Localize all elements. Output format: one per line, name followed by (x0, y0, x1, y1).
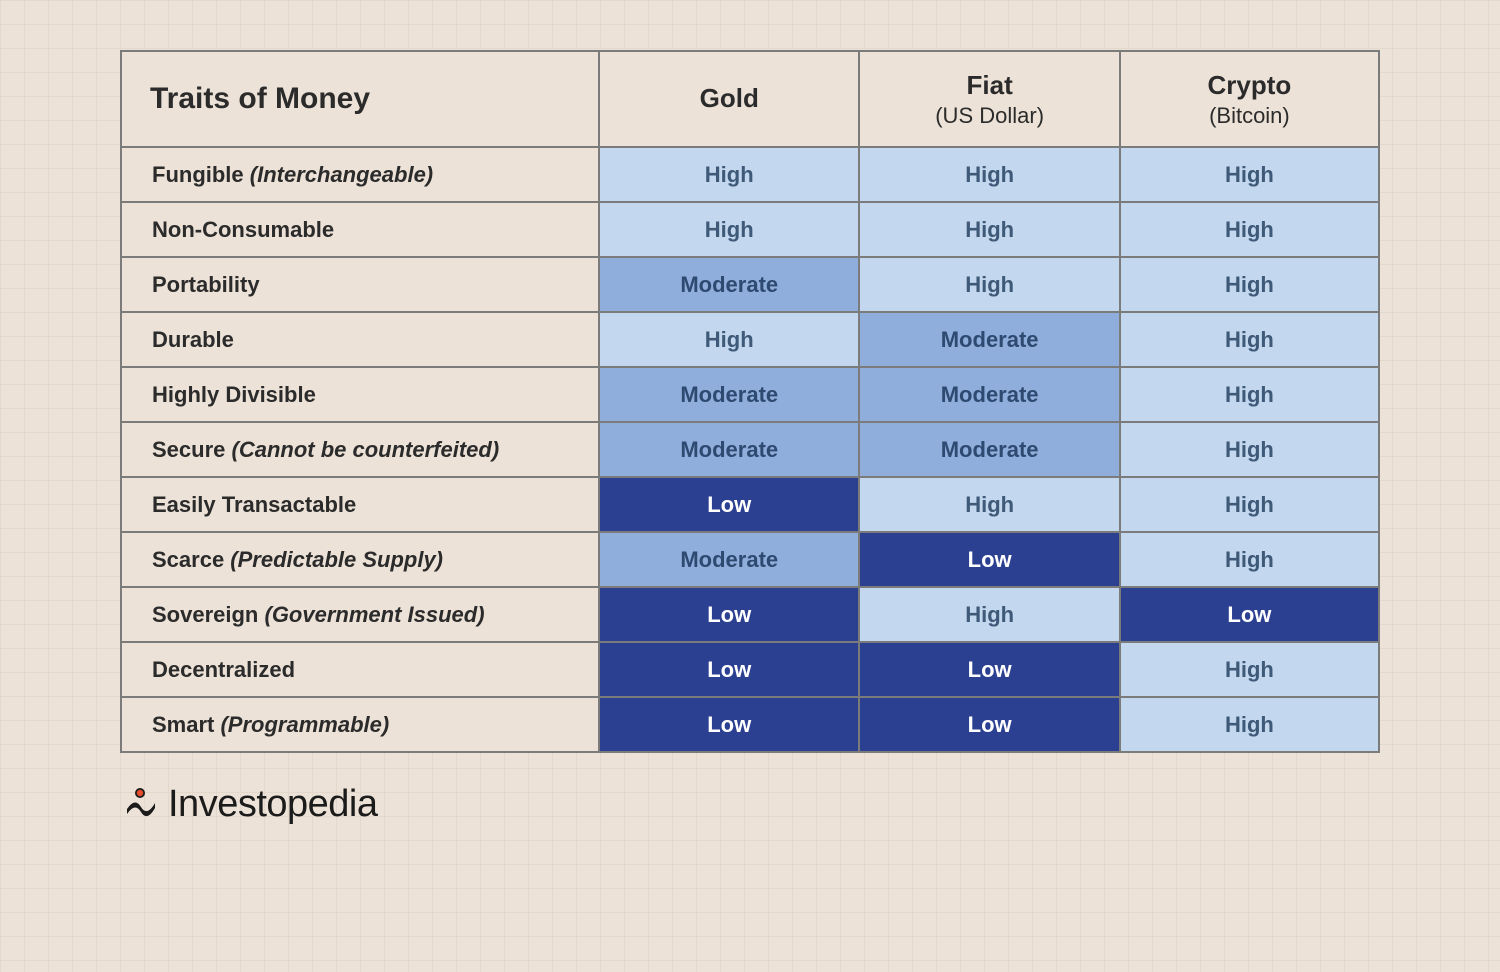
table-row: Smart (Programmable)LowLowHigh (121, 697, 1379, 752)
column-header-label: Fiat (967, 70, 1013, 100)
table-row: Fungible (Interchangeable)HighHighHigh (121, 147, 1379, 202)
trait-value: Moderate (599, 367, 859, 422)
trait-value: High (859, 202, 1119, 257)
trait-value: Low (599, 477, 859, 532)
trait-value: Low (859, 642, 1119, 697)
trait-value: High (859, 147, 1119, 202)
column-header-fiat: Fiat (US Dollar) (859, 51, 1119, 147)
trait-label: Highly Divisible (121, 367, 599, 422)
table-row: Non-ConsumableHighHighHigh (121, 202, 1379, 257)
trait-label: Sovereign (Government Issued) (121, 587, 599, 642)
trait-value: High (859, 587, 1119, 642)
trait-value: High (1120, 202, 1379, 257)
table-header-row: Traits of Money Gold Fiat (US Dollar) Cr… (121, 51, 1379, 147)
trait-value: Low (859, 697, 1119, 752)
trait-label: Easily Transactable (121, 477, 599, 532)
trait-value: High (1120, 532, 1379, 587)
trait-value: High (1120, 422, 1379, 477)
trait-value: Moderate (859, 312, 1119, 367)
traits-table-card: Traits of Money Gold Fiat (US Dollar) Cr… (120, 50, 1380, 753)
column-header-label: Gold (700, 83, 759, 113)
trait-label: Decentralized (121, 642, 599, 697)
brand-name: Investopedia (168, 783, 378, 826)
table-row: DecentralizedLowLowHigh (121, 642, 1379, 697)
investopedia-icon (120, 785, 160, 825)
column-header-label: Crypto (1208, 70, 1292, 100)
table-body: Fungible (Interchangeable)HighHighHighNo… (121, 147, 1379, 752)
trait-value: High (1120, 312, 1379, 367)
table-row: Easily TransactableLowHighHigh (121, 477, 1379, 532)
trait-label: Secure (Cannot be counterfeited) (121, 422, 599, 477)
trait-value: Moderate (859, 422, 1119, 477)
column-header-gold: Gold (599, 51, 859, 147)
trait-value: Moderate (859, 367, 1119, 422)
trait-value: Low (859, 532, 1119, 587)
column-header-crypto: Crypto (Bitcoin) (1120, 51, 1379, 147)
table-title: Traits of Money (121, 51, 599, 147)
trait-value: Moderate (599, 422, 859, 477)
trait-value: High (1120, 367, 1379, 422)
trait-value: High (1120, 642, 1379, 697)
trait-value: High (1120, 257, 1379, 312)
trait-value: Low (599, 697, 859, 752)
table-row: PortabilityModerateHighHigh (121, 257, 1379, 312)
trait-value: Low (1120, 587, 1379, 642)
trait-value: High (1120, 697, 1379, 752)
brand-logo: Investopedia (120, 783, 1380, 826)
table-row: DurableHighModerateHigh (121, 312, 1379, 367)
trait-value: High (599, 147, 859, 202)
trait-value: High (599, 202, 859, 257)
trait-value: Low (599, 587, 859, 642)
trait-value: High (1120, 147, 1379, 202)
trait-label: Non-Consumable (121, 202, 599, 257)
trait-label: Smart (Programmable) (121, 697, 599, 752)
table-row: Sovereign (Government Issued)LowHighLow (121, 587, 1379, 642)
trait-label: Scarce (Predictable Supply) (121, 532, 599, 587)
trait-value: Moderate (599, 532, 859, 587)
trait-value: High (859, 257, 1119, 312)
trait-label: Portability (121, 257, 599, 312)
column-header-sub: (US Dollar) (880, 103, 1098, 129)
trait-label: Fungible (Interchangeable) (121, 147, 599, 202)
trait-value: Moderate (599, 257, 859, 312)
traits-table: Traits of Money Gold Fiat (US Dollar) Cr… (121, 51, 1379, 752)
trait-value: High (859, 477, 1119, 532)
table-row: Highly DivisibleModerateModerateHigh (121, 367, 1379, 422)
trait-label: Durable (121, 312, 599, 367)
column-header-sub: (Bitcoin) (1141, 103, 1358, 129)
trait-value: Low (599, 642, 859, 697)
table-row: Secure (Cannot be counterfeited)Moderate… (121, 422, 1379, 477)
trait-value: High (599, 312, 859, 367)
trait-value: High (1120, 477, 1379, 532)
table-row: Scarce (Predictable Supply)ModerateLowHi… (121, 532, 1379, 587)
